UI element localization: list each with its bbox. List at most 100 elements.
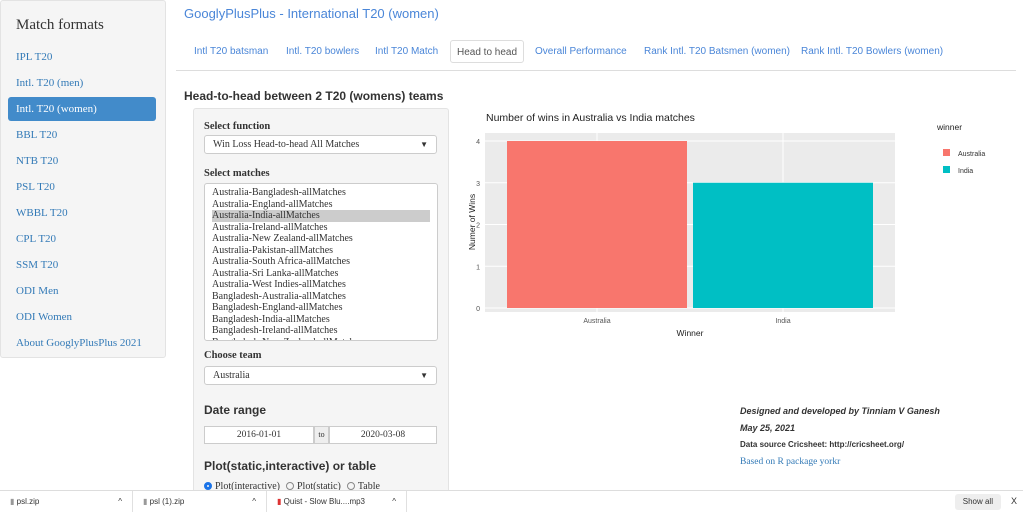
chart-title: Number of wins in Australia vs India mat… — [486, 112, 695, 124]
bar-australia — [507, 141, 687, 308]
sidebar-item[interactable]: CPL T20 — [16, 233, 57, 245]
radio-icon — [285, 482, 294, 490]
legend-label: Australia — [958, 151, 985, 158]
match-option[interactable]: Australia-Ireland-allMatches — [212, 221, 328, 233]
sidebar-item[interactable]: Intl. T20 (women) — [8, 97, 156, 121]
sidebar-item[interactable]: BBL T20 — [16, 129, 58, 141]
tab[interactable]: Rank Intl. T20 Batsmen (women) — [644, 46, 790, 57]
credits-author: Designed and developed by Tinniam V Gane… — [740, 406, 940, 416]
download-filename: psl (1).zip — [149, 497, 185, 506]
match-option[interactable]: Australia-South Africa-allMatches — [212, 256, 351, 267]
legend-title: winner — [936, 122, 962, 132]
page-heading: Head-to-head between 2 T20 (womens) team… — [184, 89, 444, 103]
match-option[interactable]: Australia-West Indies-allMatches — [212, 279, 346, 290]
sidebar-item[interactable]: WBBL T20 — [16, 207, 68, 219]
sidebar-item[interactable]: Intl. T20 (men) — [16, 77, 84, 89]
tab[interactable]: Intl T20 Match — [375, 46, 439, 57]
match-option[interactable]: Australia-Pakistan-allMatches — [212, 244, 334, 256]
sidebar-item[interactable]: About GooglyPlusPlus 2021 — [16, 337, 142, 349]
chevron-up-icon[interactable]: ^ — [392, 497, 396, 506]
y-tick-label: 1 — [476, 264, 480, 271]
download-filename: psl.zip — [16, 497, 40, 506]
choose-team-dropdown[interactable]: Australia ▼ — [204, 366, 437, 385]
match-option[interactable]: Bangladesh-England-allMatches — [212, 302, 343, 313]
match-option[interactable]: Bangladesh-Australia-allMatches — [212, 290, 346, 302]
credits-source: Data source Cricsheet: http://cricsheet.… — [740, 440, 905, 449]
wins-bar-chart: 0 1 2 3 4 Australia Australia India India Number … — [467, 112, 985, 338]
select-function-value: Win Loss Head-to-head All Matches — [213, 139, 360, 150]
select-function-label: Select function — [204, 121, 271, 132]
choose-team-value: Australia — [213, 370, 250, 381]
sidebar-item[interactable]: PSL T20 — [16, 181, 55, 193]
date-separator: to — [314, 426, 329, 444]
y-tick-label: 4 — [476, 139, 480, 146]
downloads-bar: ▮ psl.zip ^ ▮ psl (1).zip ^ ▮ Quist - Slow B… — [0, 490, 1023, 512]
download-item[interactable]: ▮ Quist - Slow Blu....mp3 ^ — [267, 491, 407, 512]
y-tick-label: 2 — [476, 223, 480, 230]
matches-listbox[interactable]: Australia-Bangladesh-allMatches Australia… — [204, 183, 438, 341]
tab-divider — [176, 70, 1016, 71]
radio-icon — [204, 482, 212, 490]
sidebar-title: Match formats — [16, 17, 104, 33]
y-tick-label: 0 — [476, 306, 480, 313]
credits-date: May 25, 2021 — [740, 423, 796, 433]
match-option[interactable]: Bangladesh-Ireland-allMatches — [212, 325, 338, 336]
radio-label: Table — [357, 481, 380, 492]
file-icon: ▮ — [277, 497, 282, 506]
close-icon[interactable]: X — [1010, 496, 1017, 506]
sidebar-item[interactable]: ODI Men — [16, 285, 59, 297]
x-tick-label: Australia — [583, 318, 610, 325]
output-radio[interactable]: Table — [346, 481, 380, 492]
tab[interactable]: Intl T20 batsman — [194, 46, 269, 57]
radio-label: Plot(static) — [296, 481, 341, 492]
y-tick-label: 3 — [476, 181, 480, 188]
sidebar-item[interactable]: IPL T20 — [16, 51, 53, 63]
y-axis-label: Numer of Wins — [467, 194, 477, 250]
date-to-input[interactable]: 2020-03-08 — [329, 426, 437, 444]
radio-label: Plot(interactive) — [215, 481, 280, 492]
legend-swatch — [943, 149, 950, 156]
date-from-input[interactable]: 2016-01-01 — [204, 426, 314, 444]
output-type-label: Plot(static,interactive) or table — [204, 459, 377, 473]
radio-icon — [346, 482, 355, 490]
chevron-up-icon[interactable]: ^ — [252, 497, 256, 506]
tab[interactable]: Intl. T20 bowlers — [286, 46, 360, 57]
sidebar-item[interactable]: SSM T20 — [16, 259, 59, 271]
tab[interactable]: Rank Intl. T20 Bowlers (women) — [801, 46, 944, 57]
bar-india — [693, 182, 873, 308]
file-icon: ▮ — [143, 497, 148, 506]
download-item[interactable]: ▮ psl.zip ^ — [0, 491, 133, 512]
show-all-button[interactable]: Show all — [954, 494, 1001, 510]
output-radio[interactable]: Plot(static) — [285, 481, 341, 492]
match-option[interactable]: Australia-New Zealand-allMatches — [212, 233, 353, 244]
legend-label: India — [958, 168, 973, 175]
match-option[interactable]: Bangladesh-New Zealand-allMatches — [212, 337, 430, 341]
chevron-up-icon[interactable]: ^ — [118, 497, 122, 506]
choose-team-label: Choose team — [204, 350, 262, 361]
match-option[interactable]: Australia-India-allMatches — [212, 210, 430, 222]
sidebar-item[interactable]: NTB T20 — [16, 155, 59, 167]
date-range-label: Date range — [204, 403, 267, 417]
match-option[interactable]: Australia-Sri Lanka-allMatches — [212, 267, 339, 279]
file-icon: ▮ — [10, 497, 15, 506]
sidebar: Match formats IPL T20 Intl. T20 (men) Intl… — [0, 0, 166, 358]
download-filename: Quist - Slow Blu....mp3 — [283, 497, 365, 506]
match-option[interactable]: Bangladesh-India-allMatches — [212, 313, 330, 325]
caret-down-icon: ▼ — [420, 371, 428, 380]
match-option[interactable]: Australia-England-allMatches — [212, 198, 333, 210]
download-item[interactable]: ▮ psl (1).zip ^ — [133, 491, 267, 512]
app-title: GooglyPlusPlus - International T20 (wome… — [184, 6, 439, 21]
sidebar-item[interactable]: ODI Women — [16, 311, 73, 323]
select-function-dropdown[interactable]: Win Loss Head-to-head All Matches ▼ — [204, 135, 437, 154]
match-option[interactable]: Australia-Bangladesh-allMatches — [212, 187, 346, 198]
tab[interactable]: Head to head — [450, 40, 525, 63]
caret-down-icon: ▼ — [420, 140, 428, 149]
yorkr-link[interactable]: Based on R package yorkr — [740, 457, 841, 467]
x-axis-label: Winner — [677, 328, 704, 338]
select-matches-label: Select matches — [204, 168, 270, 179]
x-tick-label: India — [775, 318, 790, 325]
credits: Designed and developed by Tinniam V Gane… — [740, 406, 940, 474]
tab[interactable]: Overall Performance — [535, 46, 627, 57]
legend-swatch — [943, 166, 950, 173]
output-radio[interactable]: Plot(interactive) — [204, 481, 280, 492]
